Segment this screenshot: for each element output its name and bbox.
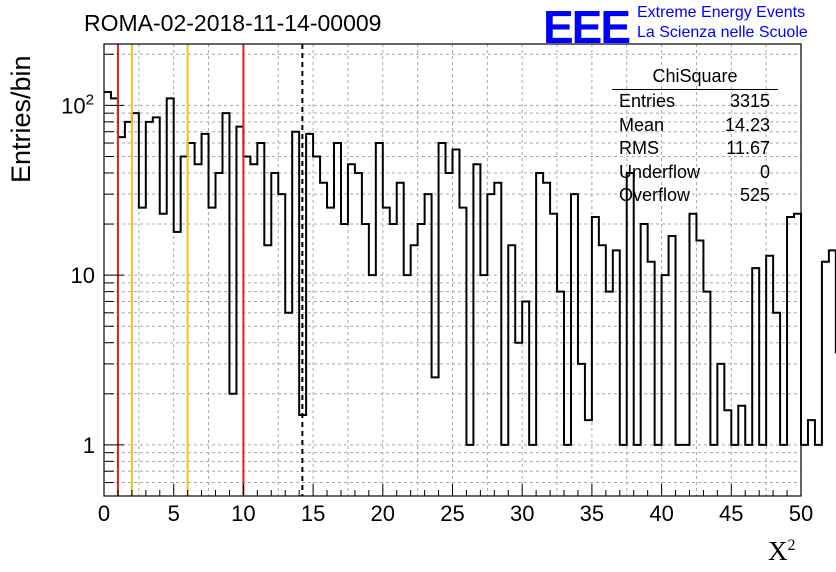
- eee-logo-line-1: Extreme Energy Events: [637, 4, 806, 21]
- stats-row-entries: Entries 3315: [612, 90, 778, 114]
- stats-value: 11.67: [726, 138, 770, 158]
- stats-label: Mean: [619, 114, 665, 135]
- eee-logo: EEE: [543, 1, 631, 53]
- y-tick-label: 102: [61, 91, 94, 118]
- x-tick-label: 40: [649, 501, 673, 526]
- y-tick-label: 1: [83, 433, 95, 458]
- x-tick-label: 45: [719, 501, 743, 526]
- stats-value: 14.23: [724, 114, 770, 135]
- stats-row-overflow: Overflow 525: [612, 184, 778, 208]
- x-tick-label: 35: [580, 501, 604, 526]
- stats-value: 0: [759, 161, 770, 182]
- x-tick-label: 20: [371, 501, 395, 526]
- x-tick-label: 5: [168, 501, 180, 526]
- stats-label: Entries: [619, 91, 676, 111]
- x-tick-label: 25: [440, 501, 464, 526]
- stats-label: RMS: [619, 138, 659, 158]
- x-axis-label: X2: [768, 536, 796, 567]
- x-axis-label-text: X: [768, 536, 788, 566]
- marker-lines-layer: [116, 44, 304, 496]
- histogram-outline: [104, 90, 836, 446]
- stats-label: Overflow: [619, 185, 691, 205]
- x-tick-label: 50: [789, 501, 813, 526]
- stats-value: 3315: [729, 91, 770, 111]
- stats-box: ChiSquare Entries 3315 Mean 14.23 RMS 11…: [612, 66, 778, 208]
- x-tick-label: 0: [98, 501, 110, 526]
- x-tick-label: 15: [301, 501, 325, 526]
- x-tick-label: 10: [231, 501, 255, 526]
- stats-title: ChiSquare: [612, 66, 778, 90]
- stats-row-underflow: Underflow 0: [612, 161, 778, 185]
- x-tick-label: 30: [510, 501, 534, 526]
- histogram-layer: [104, 90, 836, 446]
- x-axis-label-sup: 2: [787, 537, 796, 554]
- stats-row-rms: RMS 11.67: [612, 137, 778, 161]
- stats-value: 525: [739, 185, 770, 205]
- y-axis-label: Entries/bin: [6, 55, 36, 183]
- y-tick-label: 10: [71, 263, 95, 288]
- stats-label: Underflow: [619, 161, 701, 182]
- axis-ticks-layer: 0 5 10 15 20 25 30 35 40 45 50 1 10 102: [61, 53, 813, 526]
- eee-logo-line-2: La Scienza nelle Scuole: [637, 24, 808, 41]
- chart-title: ROMA-02-2018-11-14-00009: [84, 10, 382, 36]
- stats-row-mean: Mean 14.23: [612, 114, 778, 138]
